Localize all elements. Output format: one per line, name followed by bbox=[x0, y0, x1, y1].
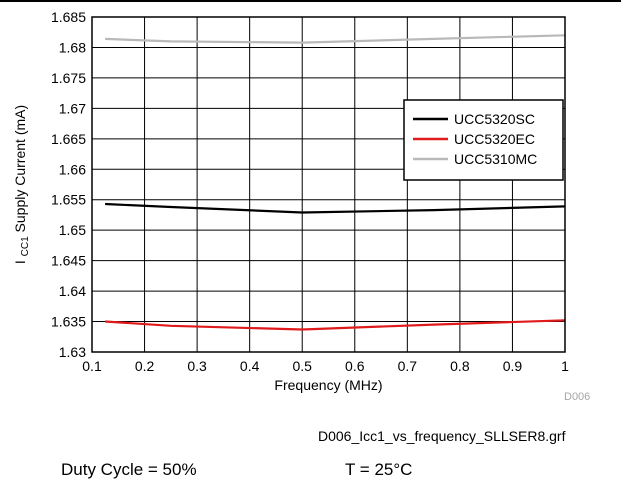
series-line-ucc5320ec bbox=[105, 319, 566, 331]
legend: UCC5320SC UCC5320EC UCC5310MC bbox=[403, 99, 564, 181]
legend-label: UCC5310MC bbox=[454, 151, 537, 167]
legend-label: UCC5320EC bbox=[454, 131, 535, 147]
y-axis-label-rest: Supply Current (mA) bbox=[12, 105, 28, 233]
series-line-ucc5310mc bbox=[105, 34, 566, 44]
series-lines bbox=[105, 34, 566, 331]
y-tick-label: 1.655 bbox=[51, 192, 86, 208]
series-line-ucc5320sc bbox=[105, 202, 566, 214]
y-tick-label: 1.645 bbox=[51, 253, 86, 269]
y-axis-label: I CC1 Supply Current (mA) bbox=[12, 105, 31, 264]
y-tick-label: 1.68 bbox=[59, 39, 86, 55]
top-rule bbox=[0, 0, 621, 2]
x-tick-label: 0.1 bbox=[82, 358, 102, 374]
duty-cycle-condition: Duty Cycle = 50% bbox=[61, 460, 197, 479]
grid bbox=[91, 16, 566, 353]
x-tick-label: 0.2 bbox=[135, 358, 155, 374]
y-tick-label: 1.635 bbox=[51, 314, 86, 330]
y-tick-label: 1.63 bbox=[59, 344, 86, 360]
plot-frame bbox=[91, 16, 566, 353]
x-tick-labels: 0.1 0.2 0.3 0.4 0.5 0.6 0.7 0.8 0.9 1 bbox=[82, 358, 569, 374]
y-tick-label: 1.665 bbox=[51, 131, 86, 147]
x-tick-label: 0.7 bbox=[398, 358, 418, 374]
legend-label: UCC5320SC bbox=[454, 111, 535, 127]
x-axis-label: Frequency (MHz) bbox=[274, 377, 382, 393]
y-tick-label: 1.65 bbox=[59, 222, 86, 238]
y-tick-label: 1.67 bbox=[59, 100, 86, 116]
x-tick-label: 0.6 bbox=[345, 358, 365, 374]
x-tick-label: 1 bbox=[561, 358, 569, 374]
x-tick-label: 0.9 bbox=[503, 358, 523, 374]
y-axis-label-subscript: CC1 bbox=[20, 236, 31, 256]
y-axis-label-prefix: I bbox=[12, 260, 28, 264]
line-chart: 0.1 0.2 0.3 0.4 0.5 0.6 0.7 0.8 0.9 1 1.631.6351.… bbox=[12, 9, 569, 393]
temperature-condition: T = 25°C bbox=[345, 460, 413, 479]
y-tick-labels: 1.63 1.635 1.64 1.645 1.65 1.655 1.66 1.665 1.67… bbox=[51, 9, 86, 360]
x-tick-label: 0.5 bbox=[292, 358, 312, 374]
x-tick-label: 0.4 bbox=[240, 358, 260, 374]
y-tick-label: 1.685 bbox=[51, 9, 86, 25]
y-tick-label: 1.66 bbox=[59, 161, 86, 177]
x-tick-label: 0.8 bbox=[450, 358, 470, 374]
x-tick-label: 0.3 bbox=[187, 358, 207, 374]
y-tick-label: 1.675 bbox=[51, 70, 86, 86]
file-caption: D006_Icc1_vs_frequency_SLLSER8.grf bbox=[318, 428, 566, 444]
y-tick-label: 1.64 bbox=[59, 283, 86, 299]
figure-id: D006 bbox=[564, 391, 591, 403]
